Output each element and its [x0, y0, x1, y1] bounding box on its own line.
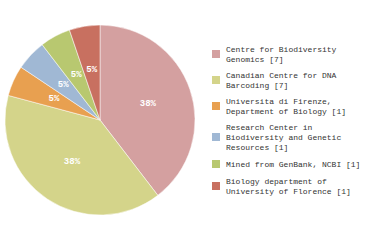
svg-text:Mined from GenBank, NCBI [1]: Mined from GenBank, NCBI [1] [226, 160, 360, 169]
svg-text:University of Florence [1]: University of Florence [1] [226, 187, 351, 196]
svg-text:38%: 38% [64, 157, 81, 167]
svg-text:Department of Biology [1]: Department of Biology [1] [226, 107, 346, 116]
svg-text:5%: 5% [58, 80, 69, 90]
svg-text:5%: 5% [71, 70, 82, 80]
svg-text:Resources [1]: Resources [1] [226, 143, 288, 152]
svg-text:Biology department of: Biology department of [226, 177, 327, 186]
svg-text:Centre for Biodiversity: Centre for Biodiversity [226, 45, 337, 54]
svg-text:38%: 38% [140, 99, 157, 109]
svg-text:Biodiversity and Genetic: Biodiversity and Genetic [226, 133, 341, 142]
svg-text:Barcoding [7]: Barcoding [7] [226, 81, 288, 90]
svg-text:Canadian Centre for DNA: Canadian Centre for DNA [226, 71, 337, 80]
svg-text:Research Center in: Research Center in [226, 123, 313, 132]
svg-text:Universita di Firenze,: Universita di Firenze, [226, 97, 332, 106]
svg-text:5%: 5% [49, 94, 60, 104]
svg-text:Genomics [7]: Genomics [7] [226, 55, 284, 64]
svg-text:5%: 5% [86, 65, 97, 75]
